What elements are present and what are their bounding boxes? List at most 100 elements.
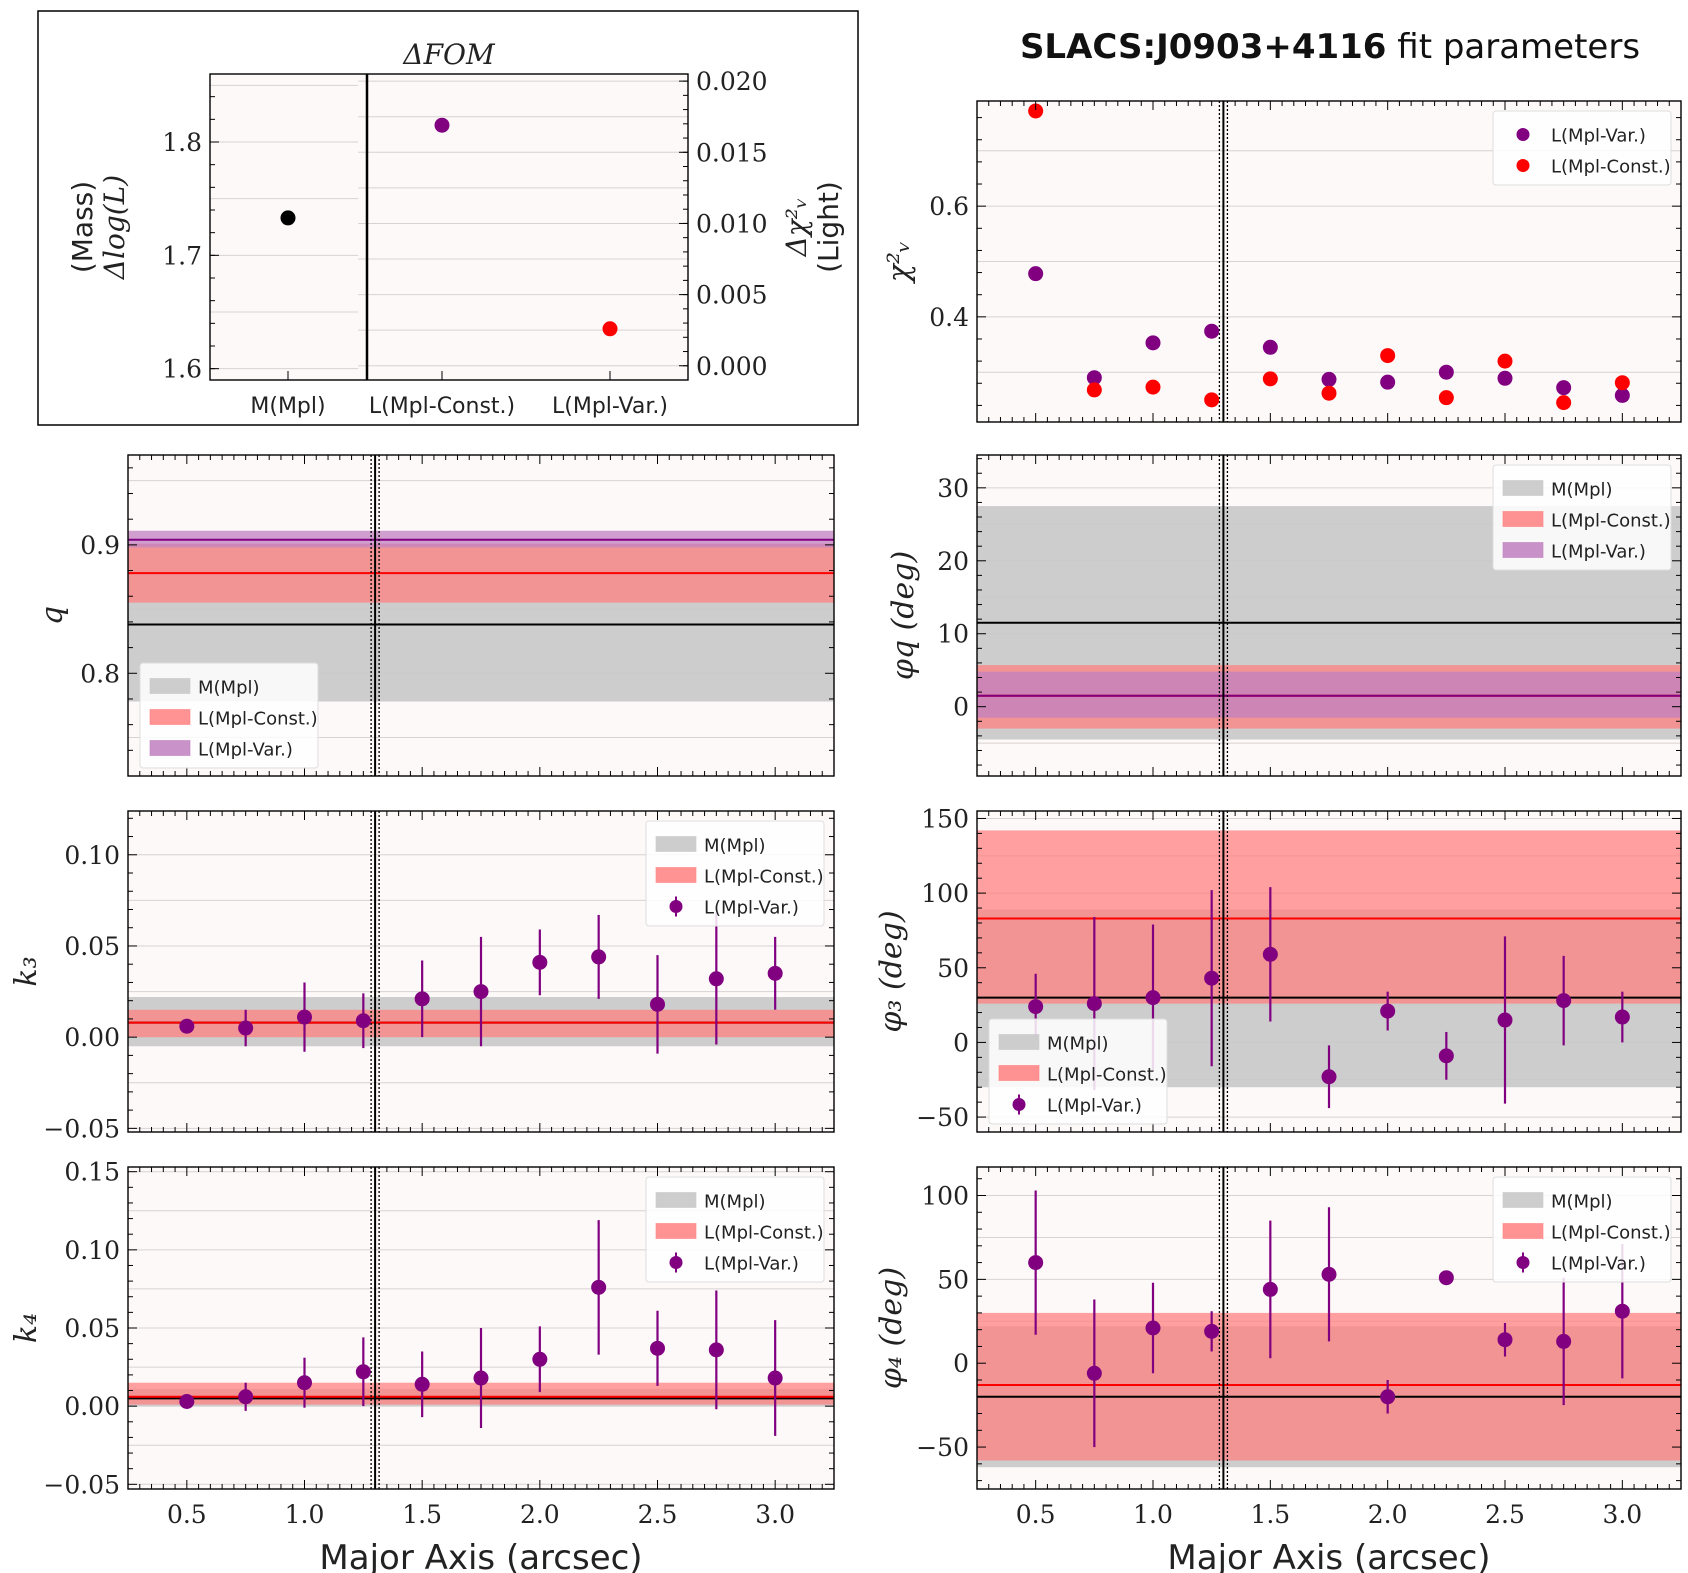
k4-ytick-label: −0.05 <box>43 1470 120 1499</box>
k4-xtick-label: 0.5 <box>167 1500 207 1529</box>
k4-panel: −0.05 0.00 0.05 0.10 0.15 0.5 1.0 1.5 2.0 2.5 3.0 M… <box>43 1158 835 1573</box>
k3-point <box>650 996 665 1012</box>
phi4-xtick-label: 1.0 <box>1133 1500 1173 1529</box>
q-plot-area <box>128 455 834 776</box>
phi4-legend-label: M(Mpl) <box>1551 1192 1613 1213</box>
phiq-ytick-label: 0 <box>953 693 969 722</box>
phi3-point <box>1556 993 1572 1009</box>
phi4-ytick-label: 100 <box>921 1182 969 1211</box>
fom-point <box>434 117 450 133</box>
chi2-point <box>1614 375 1630 391</box>
k4-point <box>238 1389 254 1405</box>
phi3-legend: M(Mpl) L(Mpl-Const.) L(Mpl-Var.) <box>988 1018 1168 1125</box>
phi4-point <box>1380 1389 1396 1405</box>
chi2-plot-area <box>1028 101 1630 422</box>
k3-legend-label: M(Mpl) <box>704 836 766 857</box>
phi3-ylabel: φ₃ (deg) <box>874 910 909 1032</box>
k4-ytick-label: 0.15 <box>64 1158 120 1187</box>
phiq-ytick-label: 20 <box>937 547 969 576</box>
k3-legend-swatch <box>655 836 697 852</box>
fom-category-label: L(Mpl-Const.) <box>369 394 515 419</box>
k3-point <box>238 1020 254 1036</box>
k3-legend-label: L(Mpl-Var.) <box>704 898 799 919</box>
phiq-panel: 0 10 20 30 M(Mpl) L(Mpl-Const.) L(Mpl-Var.) <box>937 454 1682 777</box>
q-legend-swatch <box>149 709 191 725</box>
phi3-legend-marker <box>1012 1098 1026 1111</box>
chi2-point <box>1497 353 1513 369</box>
chi2-point <box>1145 379 1161 395</box>
phi4-legend-label: L(Mpl-Const.) <box>1551 1223 1671 1244</box>
chi2-point <box>1204 323 1220 339</box>
phi3-legend-label: L(Mpl-Const.) <box>1047 1065 1167 1086</box>
fom-ytick-label-right: 0.015 <box>696 138 768 167</box>
chi2-panel: 0.4 0.6 L(Mpl-Var.) L(Mpl-Const.) <box>929 100 1682 423</box>
k3-legend: M(Mpl) L(Mpl-Const.) L(Mpl-Var.) <box>645 820 825 927</box>
chi2-point <box>1028 266 1044 282</box>
chi2-legend-box <box>1492 110 1672 186</box>
phiq-legend: M(Mpl) L(Mpl-Const.) L(Mpl-Var.) <box>1492 464 1672 571</box>
phi4-point <box>1614 1303 1630 1319</box>
phi3-point <box>1614 1009 1630 1025</box>
k3-legend-swatch <box>655 867 697 883</box>
k4-legend-label: L(Mpl-Const.) <box>704 1223 824 1244</box>
k3-legend-marker <box>669 900 683 913</box>
phi3-ytick-label: 50 <box>937 954 969 983</box>
phi3-ytick-label: 0 <box>953 1028 969 1057</box>
plots: 1.61.71.80.0000.0050.0100.0150.020M(Mpl)… <box>9 38 1682 1573</box>
chi2-point <box>1438 390 1454 406</box>
k4-legend-swatch <box>655 1223 697 1239</box>
fom-category-label: L(Mpl-Var.) <box>552 394 668 419</box>
chi2-point <box>1497 370 1513 386</box>
k4-point <box>650 1340 665 1356</box>
phi4-xlabel: Major Axis (arcsec) <box>1167 1538 1490 1573</box>
fom-ytick-label-right: 0.000 <box>696 352 768 381</box>
phi4-legend: M(Mpl) L(Mpl-Const.) L(Mpl-Var.) <box>1492 1176 1672 1283</box>
phi3-ytick-label: 150 <box>921 804 969 833</box>
phi3-point <box>1028 999 1044 1015</box>
k3-point <box>767 965 783 981</box>
phiq-band <box>977 671 1681 718</box>
phi3-ytick-label: −50 <box>916 1103 969 1132</box>
phi4-point <box>1028 1255 1044 1271</box>
fom-ylabel-left-2: Δlog(L) <box>98 175 131 280</box>
phi4-xtick-label: 0.5 <box>1016 1500 1056 1529</box>
fom-ytick-label-left: 1.8 <box>162 128 202 157</box>
k3-ylabel: k₃ <box>9 956 44 986</box>
k4-plot-area <box>128 1167 834 1489</box>
chi2-point <box>1262 371 1278 387</box>
k4-legend-swatch <box>655 1192 697 1208</box>
fom-ylabel-right-2: (Light) <box>812 181 845 273</box>
q-legend: M(Mpl) L(Mpl-Const.) L(Mpl-Var.) <box>139 662 319 769</box>
phiq-ytick-label: 30 <box>937 474 969 503</box>
k4-point <box>708 1342 724 1358</box>
q-legend-label: L(Mpl-Var.) <box>198 740 293 761</box>
phi3-band <box>977 830 1681 1004</box>
k4-point <box>355 1364 371 1380</box>
chi2-point <box>1380 348 1396 364</box>
phiq-legend-label: M(Mpl) <box>1551 480 1613 501</box>
fom-ylabel-left-1: (Mass) <box>66 181 99 273</box>
chi2-point <box>1204 392 1220 408</box>
fom-border <box>209 73 689 381</box>
fom-panel: 1.6 1.7 1.8 0.000 0.005 0.010 0.015 0.020 M(Mpl)… <box>66 38 845 419</box>
q-legend-label: M(Mpl) <box>198 678 260 699</box>
phi4-point <box>1321 1266 1337 1282</box>
chi2-point <box>1028 103 1044 119</box>
k3-point <box>179 1018 195 1034</box>
k4-ylabel: k₄ <box>9 1313 44 1343</box>
phi4-point <box>1262 1281 1278 1297</box>
phi4-point <box>1204 1323 1220 1339</box>
phi3-point <box>1262 946 1278 962</box>
k4-legend: M(Mpl) L(Mpl-Const.) L(Mpl-Var.) <box>645 1176 825 1283</box>
chi2-point <box>1556 380 1572 396</box>
k4-ytick-label: 0.00 <box>64 1392 120 1421</box>
chi2-legend-marker <box>1516 128 1530 141</box>
k4-point <box>473 1370 489 1386</box>
phiq-legend-swatch <box>1502 480 1544 496</box>
chi2-point <box>1438 364 1454 380</box>
k3-ytick-label: 0.05 <box>64 932 120 961</box>
q-legend-swatch <box>149 740 191 756</box>
phi3-panel: −50 0 50 100 150 M(Mpl) L(Mpl-Const.) L(Mpl-Var… <box>916 804 1682 1133</box>
chi2-point <box>1556 395 1572 411</box>
phi4-ytick-label: 0 <box>953 1349 969 1378</box>
